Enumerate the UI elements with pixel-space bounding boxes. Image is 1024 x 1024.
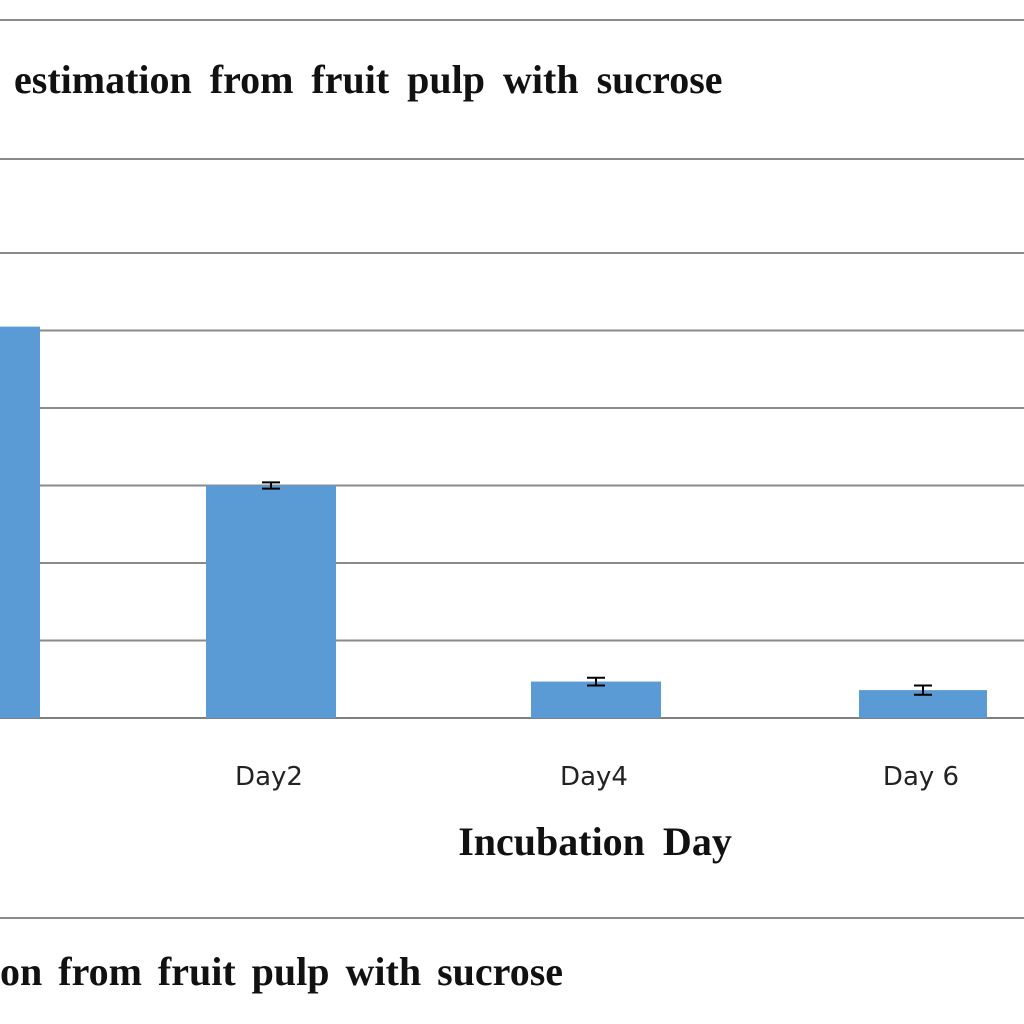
bar-chart: Day2 Day4 Day 6 Incubation Day [0, 252, 1024, 864]
gridlines [0, 252, 1024, 719]
title-divider [0, 158, 1024, 160]
x-axis-title: Incubation Day [458, 819, 732, 864]
bar-1 [0, 326, 40, 718]
bottom-border [0, 917, 1024, 919]
bar-3 [531, 681, 661, 718]
chart-title: estimation from fruit pulp with sucrose [14, 57, 723, 102]
bar-2 [206, 485, 336, 718]
error-bar-4 [914, 684, 932, 696]
x-tick-label: Day2 [235, 762, 303, 792]
bars [0, 326, 987, 718]
figure-caption: on from fruit pulp with sucrose [0, 949, 564, 994]
error-bar-3 [587, 676, 605, 687]
error-bar-2 [262, 481, 280, 490]
x-tick-label: Day 6 [883, 762, 959, 792]
x-tick-labels: Day2 Day4 Day 6 [235, 762, 959, 792]
top-border [0, 19, 1024, 21]
x-tick-label: Day4 [560, 762, 628, 792]
error-bars [262, 481, 932, 696]
